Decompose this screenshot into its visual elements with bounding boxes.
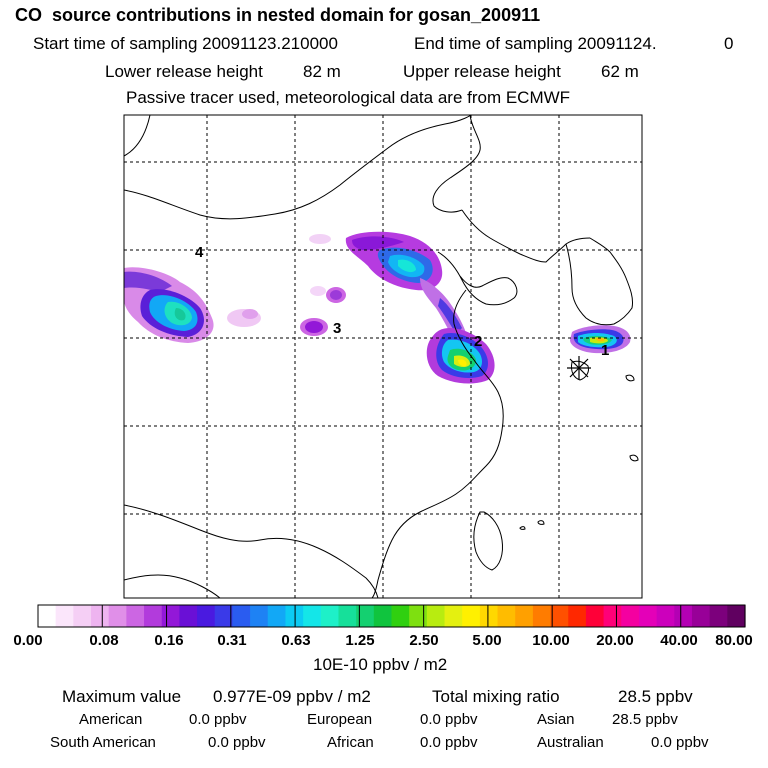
colorbar-tick-label: 80.00: [715, 632, 753, 649]
colorbar-swatch: [373, 605, 393, 627]
colorbar-swatch: [603, 605, 622, 627]
colorbar-swatch: [479, 605, 499, 627]
colorbar-frame: [37, 604, 746, 628]
colorbar-swatch: [621, 605, 640, 627]
colorbar-swatch: [727, 605, 746, 627]
colorbar-swatch: [338, 605, 357, 627]
colorbar-swatch: [144, 605, 163, 627]
colorbar-tick-label: 0.00: [13, 632, 43, 649]
upper-release-value: 62 m: [601, 62, 639, 81]
european-value: 0.0 ppbv: [420, 711, 478, 728]
total-mixing-label: Total mixing ratio: [432, 687, 560, 706]
colorbar-swatch: [320, 605, 340, 627]
colorbar-swatch: [126, 605, 145, 627]
plume-cluster-3: [300, 287, 346, 336]
colorbar-tick-label: 0.63: [281, 632, 311, 649]
colorbar-swatch: [108, 605, 127, 627]
colorbar-swatch: [709, 605, 728, 627]
colorbar-swatch: [250, 605, 269, 627]
colorbar-swatch: [91, 605, 110, 627]
colorbar-ticks: [101, 605, 682, 627]
colorbar-swatch: [55, 605, 74, 627]
south-american-label: South American: [50, 734, 156, 751]
australian-label: Australian: [537, 734, 604, 751]
american-label: American: [79, 711, 143, 728]
total-mixing-value: 28.5 ppbv: [618, 687, 693, 706]
colorbar-swatch: [585, 605, 605, 627]
colorbar-tick-label: 40.00: [660, 632, 698, 649]
colorbar-swatch: [638, 605, 658, 627]
colorbar-swatch: [73, 605, 92, 627]
colorbar-tick-label: 5.00: [472, 632, 502, 649]
coastlines: [124, 115, 639, 598]
plume-north: [345, 231, 443, 291]
colorbar-swatch: [656, 605, 675, 627]
cluster-label-4: 4: [195, 244, 204, 261]
cluster-label-2: 2: [474, 333, 482, 350]
colorbar-swatch: [568, 605, 587, 627]
south-american-value: 0.0 ppbv: [208, 734, 266, 751]
australian-value: 0.0 ppbv: [651, 734, 709, 751]
max-value-label: Maximum value: [62, 687, 182, 706]
colorbar-swatch: [267, 605, 287, 627]
colorbar-swatch: [197, 605, 216, 627]
upper-release-label: Upper release height: [403, 62, 561, 81]
cluster-label-3: 3: [333, 320, 341, 337]
plume-west: [124, 267, 214, 343]
lower-release-label: Lower release height: [105, 62, 263, 81]
colorbar-swatch: [303, 605, 322, 627]
tracer-note: Passive tracer used, meteorological data…: [126, 88, 571, 107]
colorbar-tick-label: 0.16: [154, 632, 184, 649]
plume-cluster-1: [570, 325, 631, 354]
colorbar-swatch: [409, 605, 428, 627]
colorbar-swatch: [532, 605, 552, 627]
colorbar-swatch: [232, 605, 251, 627]
station-asterisk-icon: [567, 356, 591, 380]
asian-value: 28.5 ppbv: [612, 711, 678, 728]
african-label: African: [327, 734, 374, 751]
colorbar-unit: 10E-10 ppbv / m2: [313, 655, 448, 674]
asian-label: Asian: [537, 711, 575, 728]
european-label: European: [307, 711, 373, 728]
cluster-label-1: 1: [601, 342, 609, 359]
plume-cluster-2: [426, 327, 495, 384]
colorbar-tick-label: 20.00: [596, 632, 634, 649]
colorbar-tick-label: 0.31: [217, 632, 247, 649]
colorbar-tick-label: 0.08: [89, 632, 119, 649]
colorbar-swatch: [691, 605, 711, 627]
colorbar-swatch: [515, 605, 534, 627]
colorbar-swatch: [462, 605, 481, 627]
colorbar-swatch: [214, 605, 234, 627]
max-value: 0.977E-09 ppbv / m2: [213, 687, 371, 706]
colorbar-swatch: [179, 605, 198, 627]
start-time-label: Start time of sampling 20091123.210000: [33, 34, 338, 53]
colorbar-swatch: [497, 605, 516, 627]
colorbar-swatch: [426, 605, 446, 627]
page-title: CO source contributions in nested domain…: [15, 5, 541, 25]
end-time-value: 0: [724, 34, 734, 53]
colorbar: [38, 605, 746, 627]
colorbar-swatch: [444, 605, 463, 627]
colorbar-tick-label: 1.25: [345, 632, 375, 649]
colorbar-tick-label: 10.00: [532, 632, 570, 649]
end-time-label: End time of sampling 20091124.: [414, 34, 657, 53]
colorbar-swatch: [161, 605, 181, 627]
colorbar-swatch: [356, 605, 375, 627]
plume-faint-west: [227, 234, 331, 327]
colorbar-swatch: [38, 605, 57, 627]
colorbar-swatch: [550, 605, 569, 627]
african-value: 0.0 ppbv: [420, 734, 478, 751]
map-frame: [123, 114, 643, 599]
colorbar-swatch: [391, 605, 410, 627]
lower-release-value: 82 m: [303, 62, 341, 81]
american-value: 0.0 ppbv: [189, 711, 247, 728]
colorbar-tick-label: 2.50: [409, 632, 439, 649]
lat-lon-grid: [124, 115, 642, 598]
colorbar-swatch: [674, 605, 693, 627]
